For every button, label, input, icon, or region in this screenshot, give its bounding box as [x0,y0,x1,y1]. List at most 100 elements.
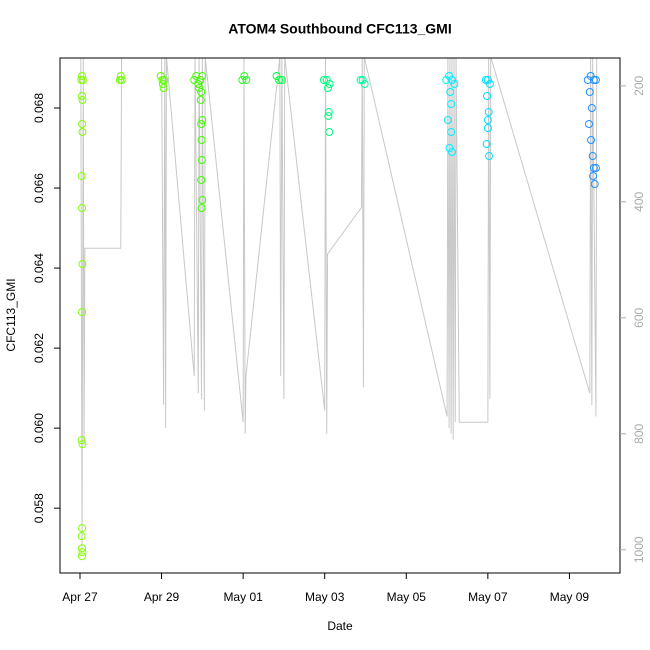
point [196,76,205,85]
point [325,128,334,137]
point [483,76,492,85]
point [589,76,598,85]
point [445,72,454,81]
point [78,76,87,85]
y-tick-label: 0.062 [32,333,46,363]
point [197,204,206,213]
point [585,120,594,129]
point [589,172,598,181]
point [485,152,494,161]
y2-tick-label: 600 [632,307,646,327]
point [277,76,286,85]
y-tick-label: 0.066 [32,173,46,203]
point [588,152,597,161]
point [591,164,600,173]
y-axis-label: CFC113_GMI [4,278,18,351]
point [322,76,331,85]
point [591,76,600,85]
point [589,164,598,173]
y2-tick-label: 200 [632,76,646,96]
point [356,76,365,85]
point [77,436,86,445]
pressure-line [80,58,598,550]
point [482,140,491,149]
y-tick-label: 0.068 [32,93,46,123]
point [78,308,87,317]
point [450,80,459,89]
point [78,440,87,449]
x-tick-label: Apr 29 [144,590,180,604]
point [197,176,206,185]
plot-frame [59,57,621,574]
y2-tick-label: 1000 [632,536,646,563]
point [242,76,251,85]
point [78,120,87,129]
point [158,80,167,89]
point [195,84,204,93]
point [78,128,87,137]
y2-tick-label: 400 [632,191,646,211]
y2-tick-label: 800 [632,423,646,443]
point [585,88,594,97]
point [197,136,206,145]
point [447,128,456,137]
point [447,148,456,157]
point [443,116,452,125]
point [77,532,86,541]
point [240,72,249,81]
point [198,196,207,205]
x-axis-label: Date [327,619,353,633]
point [198,116,207,125]
point [194,80,203,89]
point [198,72,207,81]
y-tick-label: 0.058 [32,493,46,523]
point [323,84,332,93]
point [78,552,87,561]
point [484,108,493,117]
point [445,144,454,153]
point [324,112,333,121]
x-tick-label: May 05 [387,590,427,604]
point [238,76,247,85]
point [78,96,87,105]
point [190,76,199,85]
point [159,84,168,93]
point [483,92,492,101]
point [319,76,328,85]
point [483,116,492,125]
point [78,260,87,269]
point [587,136,596,145]
point [360,80,369,89]
point [192,72,201,81]
point [78,72,87,81]
point [272,72,281,81]
plot-area [77,58,600,561]
point [197,120,206,129]
point [78,548,87,557]
point [324,108,333,117]
point [325,80,334,89]
point [196,96,205,105]
point [78,204,87,213]
point [116,72,125,81]
point [587,104,596,113]
point [275,76,284,85]
y-tick-label: 0.060 [32,413,46,443]
point [358,76,367,85]
point [197,88,206,97]
point [77,172,86,181]
x-tick-label: May 03 [305,590,345,604]
chart-title: ATOM4 Southbound CFC113_GMI [228,21,452,37]
point [485,80,494,89]
point [78,92,87,101]
x-tick-label: May 07 [468,590,508,604]
point [78,544,87,553]
point [442,76,451,85]
point [447,76,456,85]
point [447,100,456,109]
x-tick-label: May 09 [550,590,590,604]
point [583,76,592,85]
point [483,124,492,133]
x-tick-label: Apr 27 [62,590,98,604]
